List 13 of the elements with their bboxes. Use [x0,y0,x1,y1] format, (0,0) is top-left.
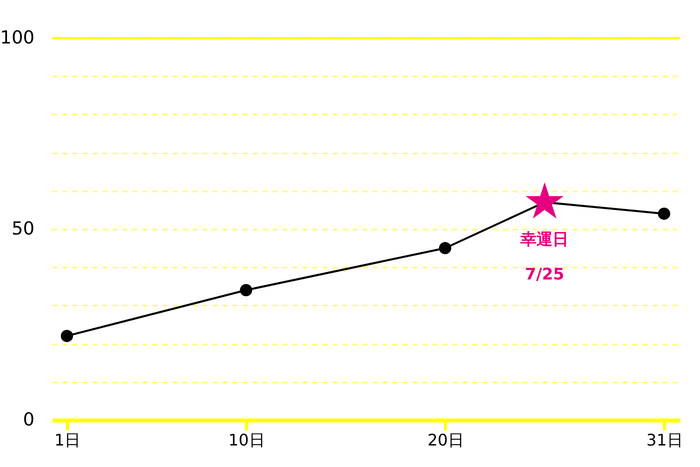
point [60,330,74,342]
point [439,242,452,254]
y-tick-label: 50 [12,218,34,240]
y-tick-label: 0 [23,410,34,430]
x-tick-label: 1日 [54,430,81,450]
y-tick-label: 100 [0,28,34,48]
x-tick-label: 10日 [228,430,265,450]
point [658,208,670,220]
x-tick-label: 20日 [427,430,464,450]
x-tick-label: 31日 [646,430,683,450]
annotation: 7/25 [525,264,564,284]
point [240,284,252,296]
annotation: 幸運日 [520,229,569,248]
